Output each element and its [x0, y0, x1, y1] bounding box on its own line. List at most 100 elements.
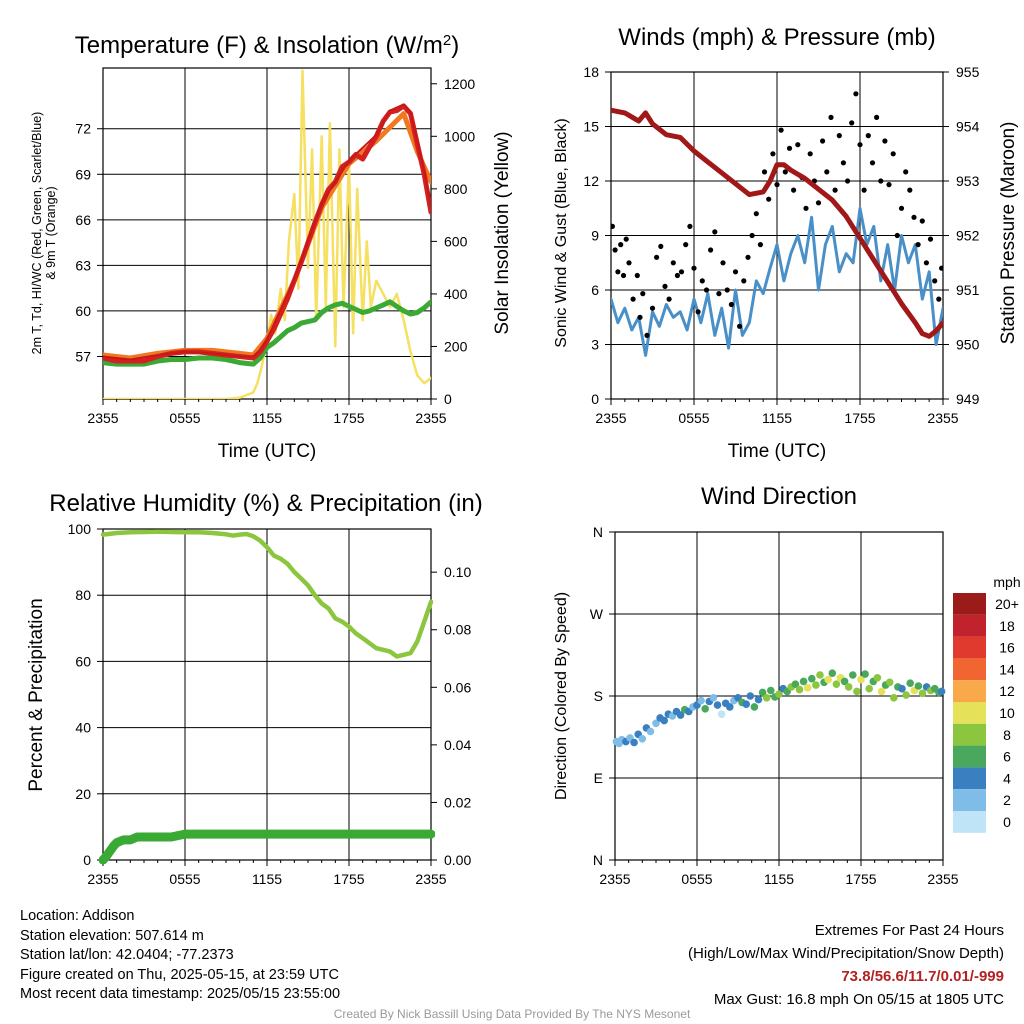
y-tick-label: 100: [68, 521, 92, 537]
y-tick-label: 0: [591, 391, 599, 407]
gust-point: [857, 142, 863, 148]
figure-created: Figure created on Thu, 2025-05-15, at 23…: [20, 966, 339, 983]
x-axis-label: Time (UTC): [218, 441, 317, 462]
y-axis-label: Percent & Precipitation: [26, 598, 47, 791]
gust-point: [807, 151, 813, 157]
gust-point: [749, 232, 755, 239]
direction-point: [853, 687, 861, 696]
gust-point: [795, 142, 801, 148]
y-tick-label: 72: [75, 121, 91, 137]
gust-point: [745, 254, 751, 260]
gust-point: [634, 272, 640, 279]
direction-point: [803, 684, 812, 692]
y2-tick-label: 950: [956, 337, 980, 353]
x-tick-label: 2355: [595, 410, 626, 426]
direction-point: [890, 694, 898, 702]
colorbar-swatch: [953, 789, 986, 811]
direction-point: [750, 703, 759, 711]
direction-point: [638, 735, 647, 743]
x-tick-label: 2355: [927, 871, 958, 887]
colorbar-swatch: [953, 636, 986, 659]
gust-point: [691, 265, 697, 271]
gust-point: [898, 205, 905, 211]
extremes-summary: Extremes For Past 24 Hours (High/Low/Max…: [688, 919, 1004, 1011]
gust-point: [703, 287, 710, 293]
colorbar-title: mph: [993, 574, 1020, 590]
max-gust: Max Gust: 16.8 mph On 05/15 at 1805 UTC: [713, 991, 1004, 1008]
x-axis-label: Time (UTC): [728, 441, 827, 462]
gust-point: [716, 291, 722, 297]
colorbar-swatch: [953, 658, 986, 681]
gust-point: [757, 242, 764, 248]
recent-timestamp: Most recent data timestamp: 2025/05/15 2…: [20, 986, 341, 1002]
direction-point: [918, 689, 927, 698]
gust-point: [699, 278, 705, 284]
direction-point: [762, 694, 771, 702]
gust-point: [865, 133, 871, 139]
direction-point: [676, 711, 685, 719]
gust-point: [712, 229, 718, 235]
y-tick-label: 60: [75, 653, 91, 669]
gust-point: [915, 242, 921, 248]
plot-frame: [614, 531, 944, 861]
colorbar-swatch: [953, 614, 986, 637]
gust-point: [611, 223, 615, 229]
direction-point: [701, 705, 709, 713]
y2-tick-label: 0.06: [444, 679, 471, 695]
gust-point: [936, 296, 942, 302]
plot-frame: [102, 528, 432, 861]
gust-point: [907, 187, 913, 193]
gust-point: [612, 247, 618, 253]
gust-point: [774, 182, 780, 188]
direction-point: [775, 690, 783, 698]
series-station-pressure: [611, 107, 943, 339]
gust-point: [640, 291, 646, 297]
gust-point: [820, 138, 826, 144]
colorbar-label: 18: [999, 618, 1015, 634]
direction-point: [660, 716, 668, 725]
gust-point: [753, 211, 759, 217]
colorbar-label: 2: [1003, 792, 1011, 808]
gust-point: [874, 114, 880, 120]
gust-point: [741, 278, 747, 284]
plot-frame: [102, 67, 432, 400]
direction-point: [758, 688, 767, 697]
series-relative-humidity: [100, 529, 434, 659]
station-info: Location: Addison Station elevation: 507…: [20, 907, 340, 1005]
gust-point: [620, 272, 627, 279]
colorbar-swatch: [953, 811, 986, 833]
y2-tick-label: 0.02: [444, 794, 471, 810]
credit-line: Created By Nick Bassill Using Data Provi…: [333, 1007, 691, 1021]
direction-point: [652, 719, 660, 728]
x-tick-label: 2355: [87, 871, 118, 887]
x-tick-label: 2355: [927, 410, 958, 426]
y-axis-label: Sonic Wind & Gust (Blue, Black): [553, 118, 570, 347]
colorbar-label: 16: [999, 640, 1015, 656]
y-tick-label: 12: [583, 173, 599, 189]
gust-point: [695, 309, 701, 315]
direction-point: [799, 677, 808, 686]
series-group: [103, 69, 431, 399]
chart-title: Wind Direction: [701, 483, 857, 510]
direction-point: [885, 678, 894, 687]
y-axis-label-line1: 2m T, Td, HI/WC (Red, Green, Scarlet/Blu…: [30, 112, 44, 355]
x-tick-label: 1755: [333, 410, 364, 426]
direction-point: [812, 681, 820, 689]
chart-title: Winds (mph) & Pressure (mb): [618, 24, 935, 51]
gust-point: [890, 151, 896, 157]
x-tick-label: 1155: [252, 410, 282, 426]
y-tick-label: N: [593, 524, 603, 540]
x-tick-label: 0555: [169, 871, 200, 887]
direction-point: [767, 686, 775, 695]
y-tick-label: E: [594, 770, 603, 786]
x-tick-label: 1755: [844, 410, 875, 426]
series-group: [99, 529, 435, 864]
y2-tick-label: 0.08: [444, 622, 471, 638]
y2-tick-label: 200: [444, 338, 468, 354]
gust-point: [761, 169, 768, 175]
gust-point: [782, 169, 788, 175]
series-group: [611, 91, 943, 357]
direction-point: [726, 703, 734, 711]
gust-point: [644, 332, 650, 338]
